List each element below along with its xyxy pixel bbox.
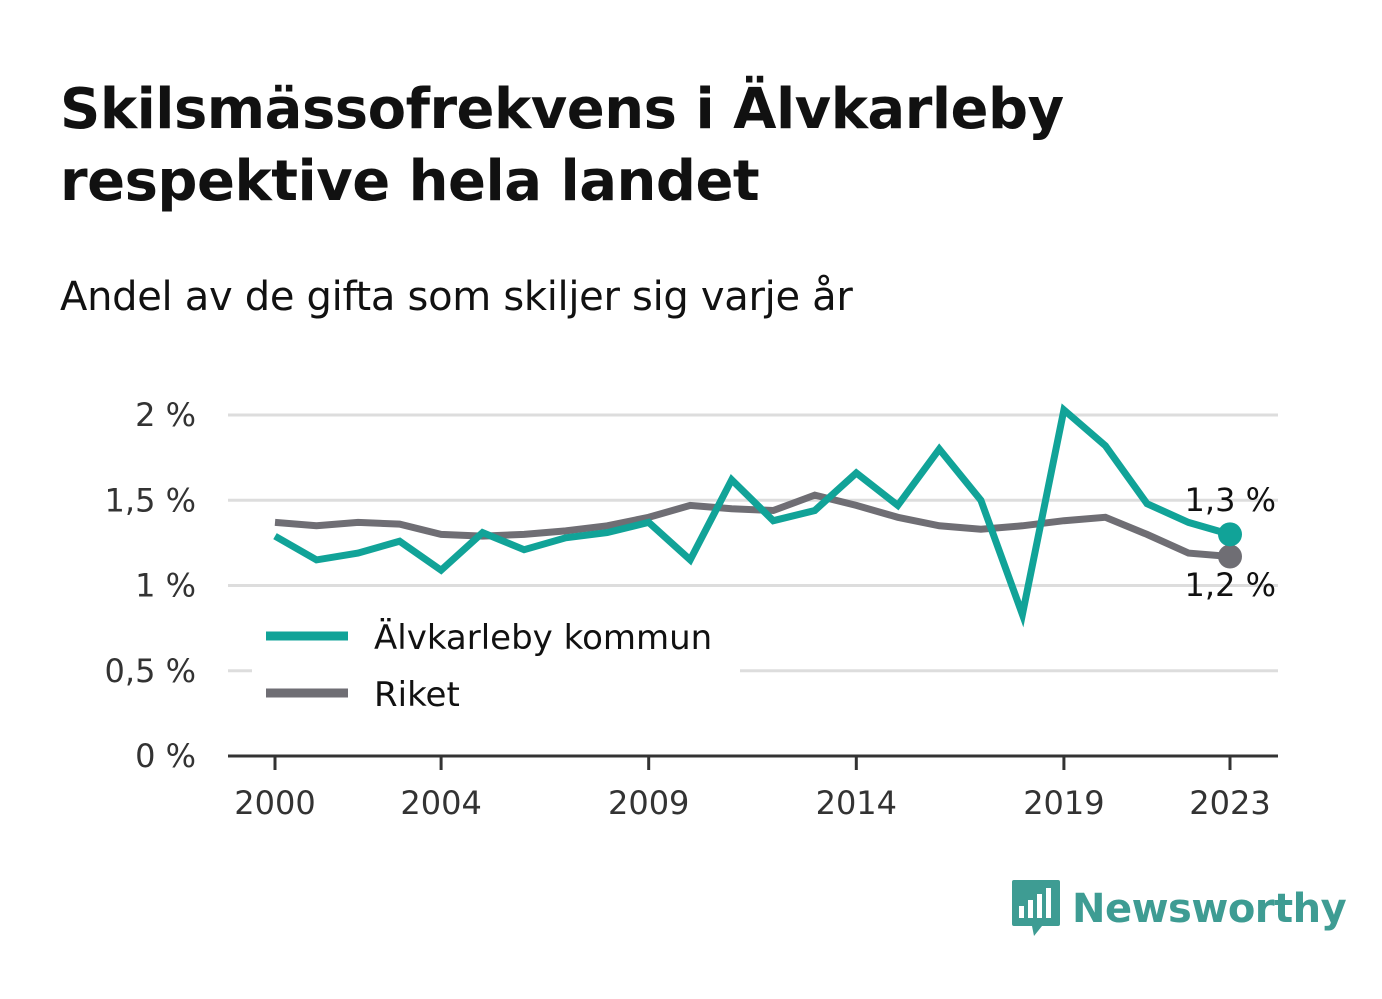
legend-background — [252, 608, 740, 726]
y-tick-label: 2 % — [135, 396, 196, 434]
brand-name: Newsworthy — [1072, 886, 1347, 932]
y-tick-label: 0,5 % — [105, 652, 196, 690]
x-tick-label: 2000 — [234, 784, 315, 822]
x-tick-label: 2019 — [1023, 784, 1104, 822]
chart-title: Skilsmässofrekvens i Älvkarleby respekti… — [60, 77, 1064, 214]
x-tick-label: 2014 — [816, 784, 897, 822]
series-line-riket — [274, 491, 1231, 560]
legend-label-riket: Riket — [374, 675, 460, 715]
legend-label-alvkarleby: Älvkarleby kommun — [374, 618, 712, 658]
series-lines — [273, 403, 1231, 628]
end-marker-alvkarleby — [1218, 522, 1242, 547]
brand-logo: Newsworthy — [1010, 878, 1347, 940]
x-axis: 2000 2004 2009 2014 2019 2023 — [228, 754, 1278, 822]
series-line-alvkarleby — [273, 403, 1231, 628]
legend: Älvkarleby kommun Riket — [252, 608, 740, 726]
chart-subtitle: Andel av de gifta som skiljer sig varje … — [60, 274, 853, 320]
x-tick-label: 2009 — [608, 784, 689, 822]
x-tick-label: 2023 — [1189, 784, 1270, 822]
end-label-alvkarleby: 1,3 % — [1185, 481, 1276, 519]
end-markers — [1218, 522, 1242, 569]
y-tick-label: 0 % — [135, 737, 196, 775]
y-axis-tick-labels: 0 % 0,5 % 1 % 1,5 % 2 % — [105, 396, 196, 775]
end-marker-riket — [1218, 544, 1242, 569]
bar-chart-speech-bubble-icon — [1012, 880, 1060, 936]
x-tick-label: 2004 — [400, 784, 481, 822]
y-tick-label: 1,5 % — [105, 481, 196, 519]
y-tick-label: 1 % — [135, 567, 196, 605]
end-label-riket: 1,2 % — [1185, 566, 1276, 604]
